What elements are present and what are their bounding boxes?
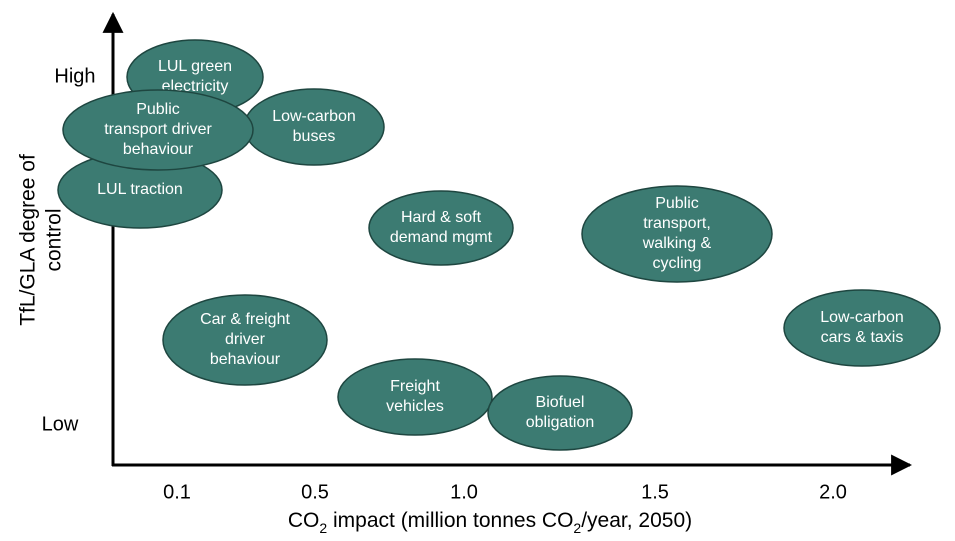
node-label: transport, — [643, 215, 711, 232]
x-tick-label: 1.0 — [450, 481, 478, 503]
node-label: vehicles — [386, 398, 444, 415]
node-label: Public — [136, 101, 180, 118]
node-label: Low-carbon — [820, 309, 904, 326]
node-label: Hard & soft — [401, 209, 482, 226]
node-label: cycling — [653, 255, 702, 272]
y-axis-label-line: TfL/GLA degree of — [17, 154, 40, 326]
node-label: obligation — [526, 414, 595, 431]
node-label: Car & freight — [200, 311, 290, 328]
node: Low-carbon cars & taxis — [783, 289, 941, 367]
y-tick-label: Low — [42, 413, 79, 435]
node-label: transport driver — [104, 121, 212, 138]
node-ellipse — [337, 358, 493, 436]
y-tick-label: High — [54, 65, 95, 87]
node-label: LUL green — [158, 58, 232, 75]
y-axis-label: TfL/GLA degree of control — [17, 154, 66, 326]
node-label: cars & taxis — [821, 329, 904, 346]
node-label: Biofuel — [536, 394, 585, 411]
node-label: behaviour — [210, 351, 281, 368]
x-tick-label: 1.5 — [641, 481, 669, 503]
node-label: behaviour — [123, 141, 194, 158]
node-ellipse — [783, 289, 941, 367]
node-ellipse — [162, 294, 328, 386]
node: Hard & soft demand mgmt — [368, 190, 514, 266]
node: Public transport driver behaviour — [62, 89, 254, 171]
node-label: Public — [655, 195, 699, 212]
node-ellipse — [62, 89, 254, 171]
node-label: walking & — [642, 235, 712, 252]
node: Biofuel obligation — [487, 375, 633, 451]
node: Car & freight driver behaviour — [162, 294, 328, 386]
node-label: Low-carbon — [272, 108, 356, 125]
node-label: driver — [225, 331, 266, 348]
node-ellipse — [581, 185, 773, 283]
node-label: Freight — [390, 378, 440, 395]
node-ellipse — [487, 375, 633, 451]
subscript: 2 — [319, 520, 327, 536]
node-ellipse — [368, 190, 514, 266]
x-tick-label: 0.5 — [301, 481, 329, 503]
node-label: buses — [293, 128, 336, 145]
node-label: LUL traction — [97, 181, 183, 198]
node-ellipse — [243, 88, 385, 166]
label-part: CO — [288, 509, 320, 532]
label-part: /year, 2050) — [581, 509, 692, 532]
label-part: impact (million tonnes CO — [327, 509, 573, 532]
x-tick-label: 2.0 — [819, 481, 847, 503]
node-label: demand mgmt — [390, 229, 493, 246]
x-tick-label: 0.1 — [163, 481, 191, 503]
node: Freight vehicles — [337, 358, 493, 436]
y-axis-label-line: control — [43, 208, 66, 271]
x-axis-label: CO2 impact (million tonnes CO2/year, 205… — [288, 509, 692, 536]
subscript: 2 — [573, 520, 581, 536]
node: Low-carbon buses — [243, 88, 385, 166]
node: Public transport, walking & cycling — [581, 185, 773, 283]
node: LUL traction — [57, 151, 223, 229]
